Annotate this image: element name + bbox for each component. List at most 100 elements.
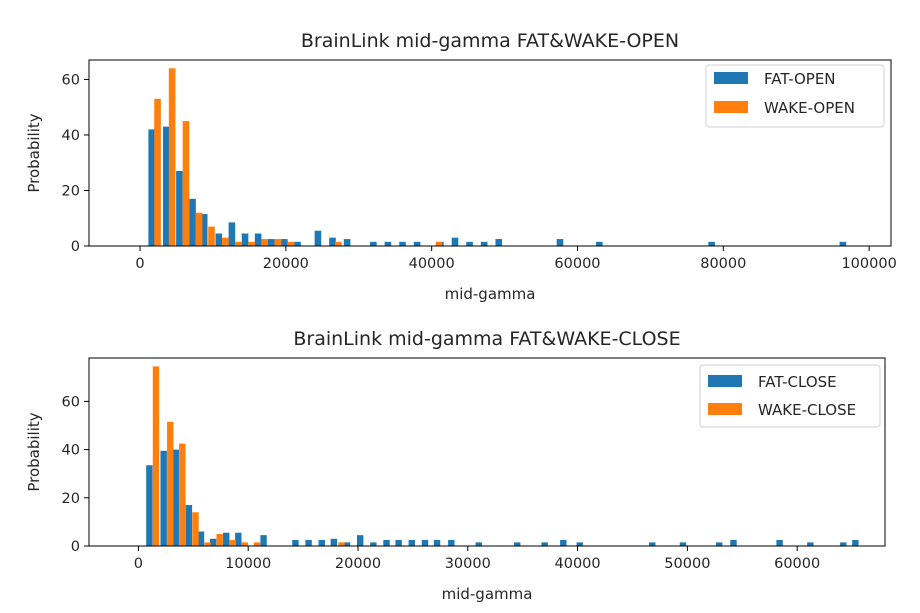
- bar-wake-open: [154, 98, 161, 247]
- bar-fat-close: [356, 535, 364, 546]
- bar-fat-close: [679, 542, 687, 546]
- bar-wake-close: [216, 533, 223, 546]
- bar-fat-close: [560, 539, 567, 546]
- bar-fat-close: [541, 542, 548, 546]
- bar-fat-close: [840, 542, 847, 546]
- bar-fat-close: [716, 542, 723, 546]
- x-tick-label: 40000: [409, 256, 455, 272]
- subplot-open-title: BrainLink mid-gamma FAT&WAKE-OPEN: [301, 30, 679, 52]
- bar-fat-open: [480, 241, 488, 246]
- x-tick-label: 60000: [774, 556, 820, 572]
- bar-fat-open: [162, 126, 170, 246]
- bar-fat-close: [209, 538, 217, 546]
- bar-fat-open: [329, 237, 336, 246]
- y-tick-label: 60: [62, 72, 80, 88]
- bar-wake-close: [253, 542, 261, 546]
- bar-fat-close: [576, 542, 583, 546]
- legend-swatch-fat-open: [714, 72, 748, 84]
- bar-fat-close: [197, 531, 205, 546]
- legend-box: [705, 64, 885, 128]
- subplot-close-frame: [88, 357, 886, 547]
- bar-wake-close: [152, 366, 160, 546]
- bar-fat-close: [395, 539, 402, 546]
- bar-fat-open: [200, 214, 208, 246]
- x-tick-label: 20000: [263, 256, 309, 272]
- bar-fat-close: [730, 539, 737, 546]
- bar-wake-open: [335, 241, 342, 246]
- bar-fat-close: [172, 449, 179, 546]
- bar-fat-close: [370, 542, 377, 546]
- x-tick-label: 0: [134, 556, 143, 572]
- legend-label-fat-open: FAT-OPEN: [764, 70, 836, 88]
- bar-wake-open: [222, 237, 229, 246]
- bar-wake-close: [229, 539, 237, 546]
- bar-wake-open: [287, 241, 295, 246]
- bar-fat-open: [466, 241, 473, 246]
- bar-fat-close: [383, 539, 390, 546]
- x-tick-label: 20000: [335, 556, 381, 572]
- bar-wake-open: [435, 241, 443, 246]
- bar-fat-open: [189, 198, 196, 246]
- bar-fat-close: [146, 465, 153, 546]
- bar-fat-close: [343, 542, 351, 546]
- bar-wake-open: [261, 239, 269, 246]
- bar-fat-close: [776, 539, 783, 546]
- bar-fat-open: [254, 233, 262, 246]
- bar-wake-close: [179, 443, 186, 546]
- x-tick-label: 50000: [664, 556, 710, 572]
- subplot-open-legend: FAT-OPEN WAKE-OPEN: [705, 64, 885, 128]
- legend-label-wake-close: WAKE-CLOSE: [758, 401, 856, 419]
- bar-fat-open: [708, 241, 715, 246]
- x-tick-label: 0: [135, 256, 144, 272]
- subplot-close-legend: FAT-CLOSE WAKE-CLOSE: [699, 364, 881, 428]
- bar-fat-close: [160, 450, 167, 546]
- bar-fat-open: [413, 241, 421, 246]
- bar-fat-open: [451, 237, 459, 246]
- x-tick-label: 60000: [554, 256, 600, 272]
- subplot-open-xlabel: mid-gamma: [445, 285, 536, 303]
- y-tick-label: 20: [62, 491, 80, 507]
- bar-fat-open: [839, 241, 847, 246]
- bar-fat-open: [314, 230, 322, 246]
- bar-fat-close: [330, 538, 338, 546]
- bar-fat-close: [292, 539, 299, 546]
- subplot-close-ylabel: Probability: [25, 412, 43, 491]
- bar-fat-open: [596, 241, 603, 246]
- bar-fat-close: [513, 542, 521, 546]
- bar-fat-close: [305, 539, 312, 546]
- bar-fat-close: [807, 542, 814, 546]
- bar-fat-close: [223, 532, 230, 546]
- bar-wake-open: [168, 68, 176, 246]
- y-tick-label: 20: [62, 183, 80, 199]
- bar-fat-close: [475, 542, 482, 546]
- x-tick-label: 10000: [225, 556, 271, 572]
- bar-wake-close: [204, 542, 211, 546]
- y-tick-label: 0: [71, 239, 80, 255]
- bar-fat-close: [235, 532, 242, 546]
- subplot-close-x-ticks: 0 10000 20000 30000 40000 50000 60000: [134, 546, 820, 572]
- bar-fat-close: [260, 535, 267, 546]
- bar-wake-close: [192, 512, 199, 546]
- bar-fat-close: [185, 505, 193, 546]
- bar-fat-close: [318, 539, 325, 546]
- bar-fat-close: [649, 542, 656, 546]
- bar-fat-open: [228, 222, 236, 246]
- y-tick-label: 60: [62, 394, 80, 410]
- subplot-close-title: BrainLink mid-gamma FAT&WAKE-CLOSE: [293, 328, 680, 350]
- subplot-close-y-ticks: 0 20 40 60: [62, 394, 89, 555]
- bar-fat-open: [399, 241, 406, 246]
- bar-wake-close: [241, 542, 249, 546]
- bar-fat-open: [343, 239, 351, 246]
- bar-wake-open: [248, 241, 255, 246]
- bar-fat-open: [148, 129, 155, 246]
- legend-swatch-fat-close: [708, 375, 742, 387]
- subplot-open-ylabel: Probability: [25, 113, 43, 192]
- bar-wake-close: [167, 421, 174, 546]
- y-tick-label: 40: [62, 128, 80, 144]
- bar-fat-close: [408, 539, 415, 546]
- legend-box: [699, 364, 881, 428]
- bar-fat-open: [370, 241, 377, 246]
- x-tick-label: 100000: [841, 256, 896, 272]
- x-tick-label: 80000: [700, 256, 746, 272]
